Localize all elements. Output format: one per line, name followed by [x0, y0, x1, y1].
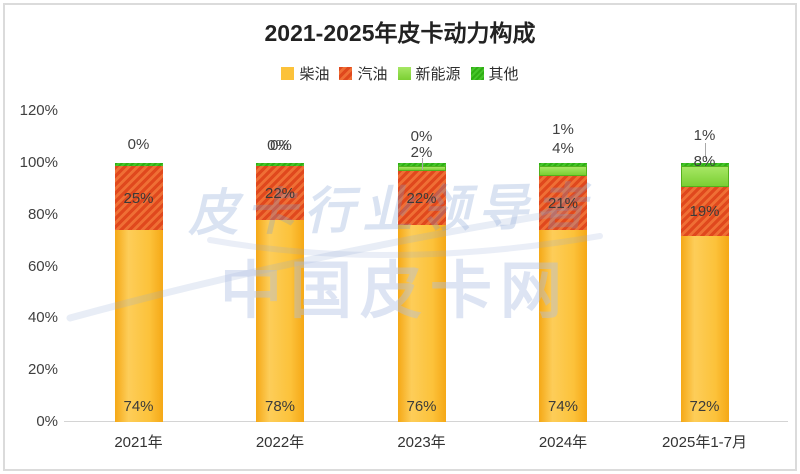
x-axis-label-2024年: 2024年: [538, 434, 588, 451]
legend-item-other: 其他: [470, 63, 519, 84]
top-label-2023年-0: 0%: [410, 128, 433, 145]
top-label-2022年-1: 0%: [267, 137, 289, 154]
x-axis-label-2022年: 2022年: [255, 434, 305, 451]
x-axis-label-2021年: 2021年: [114, 434, 163, 451]
bar-2022年-segment-gasoline: [256, 166, 304, 220]
x-axis-label-2023年: 2023年: [397, 434, 446, 451]
gasoline-label-2025年1-7月: 19%: [689, 203, 720, 221]
y-axis-tick-100%: 100%: [19, 154, 58, 171]
top-label-2023年-1: 2%: [410, 144, 433, 161]
bar-2021年-segment-diesel: [114, 230, 163, 422]
diesel-label-2021年: 74%: [123, 398, 154, 415]
y-axis-tick-40%: 40%: [27, 309, 58, 327]
bar-2022年-segment-other: [256, 163, 304, 166]
bar-2023年-segment-gasoline: [397, 171, 446, 226]
bar-2021年-segment-gasoline: [114, 166, 163, 231]
bar-2024年-segment-other: [539, 163, 587, 166]
legend-swatch-new-energy: [397, 67, 411, 80]
top-label-2022年-0: 0%: [270, 137, 292, 154]
gasoline-label-2021年: 25%: [123, 190, 154, 208]
top-label-2021年-0: 0%: [127, 136, 150, 153]
legend-item-new-energy: 新能源: [397, 63, 461, 84]
legend-item-gasoline: 汽油: [339, 63, 388, 84]
diesel-label-2025年1-7月: 72%: [689, 398, 720, 415]
legend-swatch-diesel: [281, 67, 295, 80]
legend-item-diesel: 柴油: [281, 63, 329, 84]
gasoline-label-2022年: 22%: [264, 184, 296, 202]
leader-line-2025年1-7月: [704, 143, 706, 159]
bar-2023年-segment-diesel: [397, 225, 446, 422]
gasoline-label-2023年: 22%: [406, 190, 437, 208]
chart-title: 2021-2025年皮卡动力构成: [264, 20, 536, 46]
top-label-2024年-0: 1%: [552, 121, 574, 138]
bar-2024年-segment-diesel: [539, 230, 587, 422]
bar-2024年-segment-gasoline: [539, 176, 587, 231]
y-axis-tick-20%: 20%: [27, 361, 58, 379]
bar-2025年1-7月-segment-diesel: [680, 235, 729, 422]
bar-2021年-segment-other: [114, 163, 163, 166]
y-axis-tick-60%: 60%: [27, 257, 58, 275]
top-label-2025年1-7月-0: 1%: [693, 127, 716, 144]
diesel-label-2024年: 74%: [547, 398, 579, 415]
y-axis-tick-0%: 0%: [36, 413, 58, 430]
bar-2025年1-7月-segment-new-energy: [680, 166, 729, 187]
bar-2025年1-7月-segment-other: [680, 163, 729, 166]
legend-swatch-other: [470, 67, 484, 80]
diesel-label-2022年: 78%: [264, 398, 296, 415]
top-label-2025年1-7月-1: 8%: [693, 153, 716, 170]
top-label-2024年-1: 4%: [552, 140, 574, 157]
y-axis-tick-120%: 120%: [19, 102, 58, 120]
bar-2022年-segment-diesel: [256, 219, 304, 422]
legend: 柴油 汽油 新能源 其他: [0, 63, 800, 84]
legend-label: 其他: [488, 66, 519, 83]
bar-2025年1-7月-segment-gasoline: [680, 186, 729, 236]
gasoline-label-2024年: 21%: [547, 195, 579, 213]
diesel-label-2023年: 76%: [406, 398, 437, 415]
y-axis-tick-80%: 80%: [27, 205, 58, 223]
leader-line-2023年: [421, 158, 423, 170]
legend-label: 新能源: [415, 66, 461, 83]
bar-2024年-segment-new-energy: [539, 166, 587, 177]
legend-label: 汽油: [357, 66, 388, 83]
legend-label: 柴油: [299, 66, 330, 83]
legend-swatch-gasoline: [339, 67, 353, 80]
x-axis-label-2025年1-7月: 2025年1-7月: [661, 434, 748, 451]
